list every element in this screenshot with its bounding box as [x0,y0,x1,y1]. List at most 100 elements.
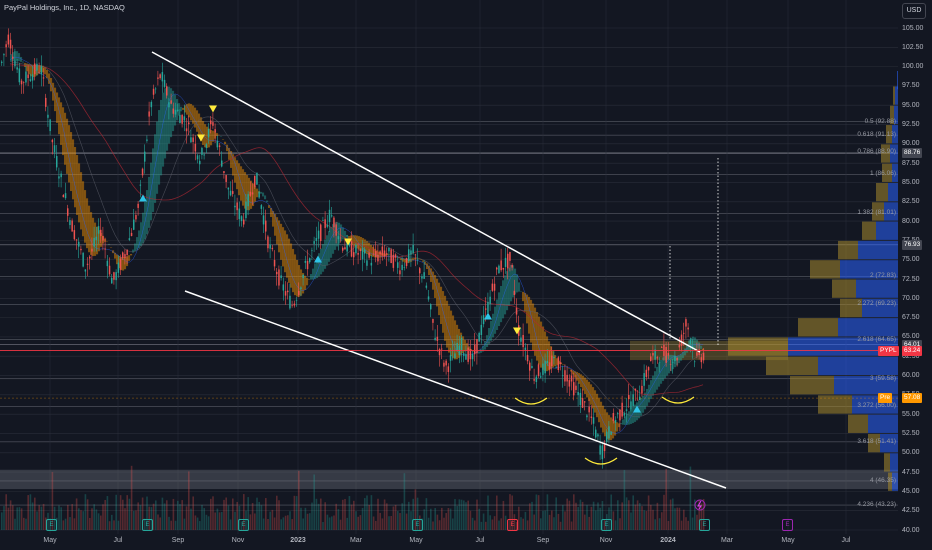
cloud-slice [74,147,77,208]
candle-body [652,352,654,356]
cloud-slice [66,118,69,174]
cloud-slice [622,419,625,425]
candle-body [126,249,128,256]
cloud-slice [334,222,337,250]
volume-bar [265,498,267,530]
volume-bar [350,504,353,530]
candle-body [526,355,529,362]
time-tick-label: Nov [231,537,245,544]
candle-body [350,241,353,257]
volume-bar [480,521,483,530]
price-tick-label: 82.50 [902,198,920,206]
volume-bar [408,501,410,530]
earnings-marker[interactable]: E [601,519,612,531]
candle-body [196,155,199,160]
volume-bar [570,521,573,530]
volume-bar [218,512,221,530]
earnings-marker[interactable]: E [142,519,153,531]
candle-body [430,304,432,310]
volume-bar [524,511,527,530]
cloud-slice [176,99,179,121]
price-tick-label: 50.00 [902,449,920,457]
candle-body [179,114,181,124]
candle-body [194,143,197,152]
candle-body [434,337,436,340]
earnings-marker[interactable]: E [507,519,518,531]
candle-body [559,362,562,365]
cloud-slice [232,154,235,176]
volume-bar [678,507,681,530]
volume-bar [69,517,71,530]
volume-bar [564,511,566,530]
candle-body [364,249,366,254]
cloud-slice [652,375,655,396]
volume-bar [445,513,447,530]
candle-body [262,215,265,225]
candle-body [353,252,355,258]
candle-body [665,347,667,363]
candle-body [302,274,304,279]
earnings-marker[interactable]: E [412,519,423,531]
earnings-marker[interactable]: E [46,519,57,531]
symbol-title[interactable]: PayPal Holdings, Inc., 1D, NASDAQ [4,3,125,12]
volume-bar [25,518,27,530]
cloud-slice [680,354,683,361]
cloud-slice [466,343,469,351]
volume-bar [23,517,25,530]
cloud-slice [318,253,321,277]
cloud-slice [580,374,583,388]
candle-body [119,258,122,270]
cloud-slice [694,337,697,349]
candle-body [335,224,337,236]
earnings-marker[interactable]: E [782,519,793,531]
volume-bar [617,500,619,530]
candle-body [419,268,421,274]
volume-bar [423,509,425,530]
fib-level-label: 4 (46.35) [869,476,896,484]
cloud-slice [552,351,555,368]
candle-body [676,358,678,361]
cloud-slice [280,223,283,260]
cloud-slice [432,271,435,290]
volume-bar [496,495,498,530]
volume-bar [100,515,102,530]
candle-body [597,434,599,437]
volume-bar [621,502,623,530]
cloud-slice [316,258,319,278]
volume-bar [702,498,705,530]
profile-bar-down [890,105,894,125]
candle-body [465,354,467,360]
candle-body [5,44,7,48]
cloud-slice [254,186,257,202]
cloud-slice [378,251,381,258]
currency-button[interactable]: USD [902,3,926,19]
earnings-marker[interactable]: E [238,519,249,531]
candle-body [20,80,23,85]
volume-bar [225,497,227,530]
cloud-slice [578,373,581,384]
fib-level-label: 2.272 (69.23) [857,300,896,308]
price-tag: 88.76 [902,148,923,159]
candle-body [47,114,49,118]
fib-level-label: 3 (59.58) [869,374,896,382]
cloud-slice [362,238,365,252]
candle-body [342,247,344,251]
candle-body [269,244,271,249]
price-tick-label: 72.50 [902,275,920,283]
volume-bar [276,495,278,530]
cloud-slice [434,275,437,298]
volume-bar [601,500,604,530]
cloud-slice [570,369,573,372]
candle-body [702,352,705,361]
cloud-slice [194,107,197,128]
volume-bar [397,511,399,530]
candle-body [432,318,434,323]
volume-bar [683,509,685,530]
cloud-slice [132,249,135,253]
earnings-marker[interactable]: E [699,519,710,531]
profile-bar-down [790,376,834,395]
volume-bar [687,520,689,530]
volume-bar [144,518,146,530]
profile-bar-down [893,86,895,105]
